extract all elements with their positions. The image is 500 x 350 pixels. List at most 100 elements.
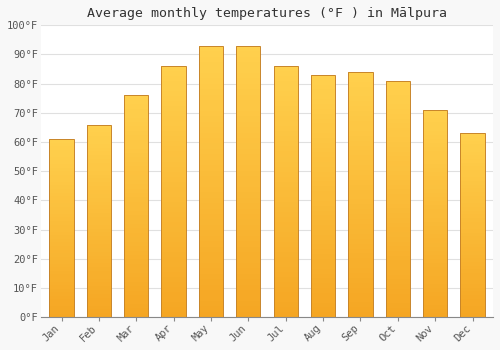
Bar bbox=[386, 279, 410, 284]
Bar bbox=[162, 156, 186, 162]
Bar bbox=[199, 252, 223, 258]
Bar bbox=[162, 121, 186, 126]
Bar bbox=[124, 277, 148, 282]
Bar bbox=[348, 204, 372, 209]
Bar bbox=[274, 96, 298, 101]
Bar bbox=[50, 278, 74, 281]
Bar bbox=[423, 251, 448, 255]
Bar bbox=[86, 148, 111, 152]
Bar bbox=[460, 214, 484, 218]
Bar bbox=[86, 221, 111, 225]
Bar bbox=[423, 301, 448, 305]
Bar bbox=[460, 177, 484, 181]
Bar bbox=[386, 138, 410, 142]
Bar bbox=[124, 304, 148, 308]
Bar bbox=[236, 111, 260, 116]
Bar bbox=[124, 197, 148, 202]
Bar bbox=[162, 242, 186, 247]
Bar bbox=[274, 197, 298, 202]
Bar bbox=[348, 160, 372, 165]
Bar bbox=[386, 260, 410, 265]
Bar bbox=[311, 240, 335, 245]
Bar bbox=[50, 303, 74, 307]
Bar bbox=[86, 244, 111, 248]
Bar bbox=[423, 176, 448, 180]
Bar bbox=[199, 258, 223, 263]
Bar bbox=[386, 265, 410, 270]
Bar bbox=[199, 68, 223, 73]
Bar bbox=[311, 182, 335, 186]
Bar bbox=[386, 270, 410, 275]
Bar bbox=[460, 170, 484, 174]
Bar bbox=[50, 178, 74, 182]
Bar bbox=[311, 133, 335, 138]
Bar bbox=[50, 182, 74, 186]
Bar bbox=[311, 211, 335, 215]
Bar bbox=[50, 253, 74, 257]
Bar bbox=[274, 237, 298, 242]
Bar bbox=[236, 285, 260, 290]
Bar bbox=[86, 236, 111, 240]
Bar bbox=[86, 232, 111, 236]
Bar bbox=[460, 258, 484, 262]
Bar bbox=[50, 139, 74, 317]
Bar bbox=[199, 62, 223, 68]
Bar bbox=[423, 309, 448, 313]
Bar bbox=[86, 182, 111, 186]
Bar bbox=[124, 308, 148, 313]
Bar bbox=[460, 181, 484, 185]
Bar bbox=[274, 267, 298, 272]
Bar bbox=[86, 263, 111, 267]
Bar bbox=[86, 125, 111, 317]
Bar bbox=[423, 126, 448, 131]
Bar bbox=[460, 192, 484, 196]
Bar bbox=[386, 208, 410, 213]
Bar bbox=[124, 224, 148, 229]
Bar bbox=[236, 100, 260, 105]
Bar bbox=[348, 146, 372, 150]
Bar bbox=[348, 248, 372, 253]
Bar bbox=[274, 81, 298, 86]
Bar bbox=[199, 94, 223, 100]
Bar bbox=[274, 182, 298, 187]
Bar bbox=[348, 126, 372, 131]
Bar bbox=[86, 271, 111, 275]
Bar bbox=[124, 286, 148, 290]
Bar bbox=[311, 153, 335, 157]
Bar bbox=[124, 219, 148, 224]
Bar bbox=[199, 209, 223, 214]
Bar bbox=[386, 170, 410, 175]
Bar bbox=[162, 252, 186, 257]
Bar bbox=[423, 197, 448, 201]
Bar bbox=[460, 199, 484, 203]
Bar bbox=[274, 167, 298, 172]
Bar bbox=[348, 298, 372, 302]
Bar bbox=[274, 136, 298, 141]
Bar bbox=[50, 235, 74, 239]
Bar bbox=[460, 207, 484, 210]
Bar bbox=[311, 143, 335, 148]
Bar bbox=[311, 80, 335, 85]
Bar bbox=[274, 101, 298, 106]
Bar bbox=[50, 285, 74, 289]
Bar bbox=[236, 247, 260, 252]
Bar bbox=[124, 100, 148, 104]
Bar bbox=[460, 137, 484, 141]
Bar bbox=[199, 187, 223, 192]
Bar bbox=[348, 72, 372, 77]
Bar bbox=[386, 241, 410, 246]
Bar bbox=[460, 266, 484, 270]
Bar bbox=[162, 227, 186, 232]
Bar bbox=[386, 133, 410, 138]
Bar bbox=[199, 127, 223, 133]
Bar bbox=[162, 232, 186, 237]
Bar bbox=[50, 207, 74, 210]
Bar bbox=[236, 170, 260, 176]
Bar bbox=[199, 247, 223, 252]
Bar bbox=[162, 126, 186, 131]
Bar bbox=[348, 131, 372, 136]
Bar bbox=[236, 138, 260, 144]
Bar bbox=[423, 131, 448, 135]
Bar bbox=[50, 310, 74, 314]
Bar bbox=[162, 212, 186, 217]
